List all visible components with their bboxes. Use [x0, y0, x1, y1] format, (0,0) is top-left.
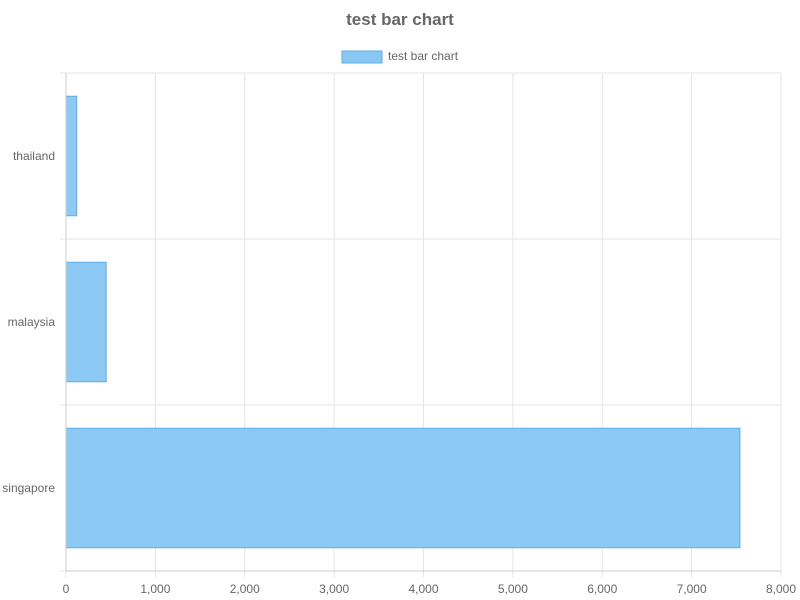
y-tick-label-malaysia: malaysia: [8, 315, 56, 329]
x-tick-label: 6,000: [587, 582, 617, 596]
legend-label[interactable]: test bar chart: [388, 49, 459, 63]
chart-title: test bar chart: [346, 10, 454, 29]
x-tick-label: 1,000: [140, 582, 170, 596]
bar-singapore[interactable]: [65, 427, 741, 549]
y-tick-label-thailand: thailand: [13, 149, 55, 163]
x-tick-label: 0: [63, 582, 70, 596]
y-tick-label-singapore: singapore: [2, 481, 55, 495]
bar-malaysia[interactable]: [65, 261, 107, 383]
x-tick-label: 2,000: [230, 582, 260, 596]
legend-swatch[interactable]: [341, 50, 383, 64]
x-tick-label: 7,000: [677, 582, 707, 596]
x-tick-label: 8,000: [766, 582, 796, 596]
x-tick-label: 4,000: [408, 582, 438, 596]
axes: 0 1,000 2,000 3,000 4,000 5,000 6,000 7,000 8,00…: [2, 73, 796, 596]
bars: [65, 95, 741, 549]
legend[interactable]: test bar chart: [341, 49, 459, 64]
x-tick-label: 3,000: [319, 582, 349, 596]
x-tick-label: 5,000: [498, 582, 528, 596]
bar-thailand[interactable]: [65, 95, 78, 217]
